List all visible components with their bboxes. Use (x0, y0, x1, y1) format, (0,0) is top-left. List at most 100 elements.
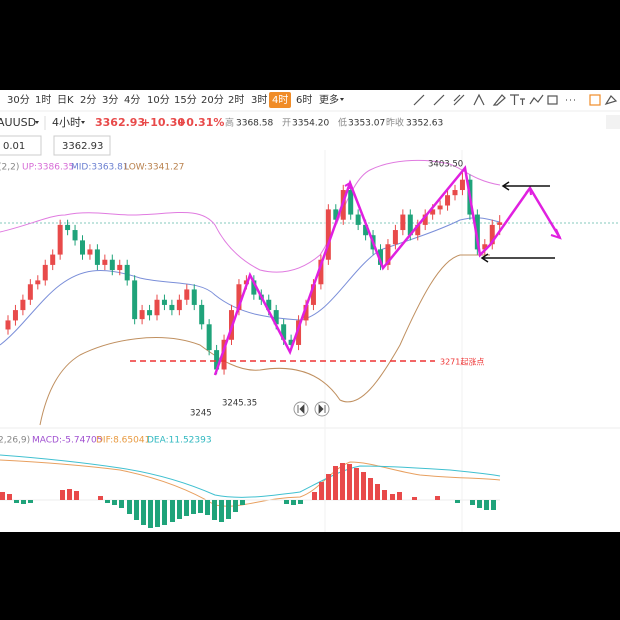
candle-body (176, 299, 182, 311)
period-button[interactable]: 4分 (124, 94, 140, 106)
period-button[interactable]: 20分 (201, 94, 224, 106)
period-select[interactable]: 4小时 (52, 116, 81, 129)
period-button[interactable]: 30分 (7, 94, 30, 106)
candle-body (489, 224, 495, 245)
period-button[interactable]: 1时 (35, 94, 51, 106)
candle-body (109, 259, 115, 271)
high-annotation: 3403.50 (428, 160, 463, 170)
candle-body (474, 214, 480, 250)
step-input[interactable] (0, 135, 42, 156)
change: +10.30 (141, 116, 185, 129)
tool-icon[interactable] (413, 94, 425, 106)
candle-body (117, 264, 123, 271)
boll-upper (0, 159, 501, 273)
tool-icon[interactable] (529, 94, 544, 105)
period-button[interactable]: 2分 (80, 94, 96, 106)
tool-icon[interactable] (492, 94, 506, 106)
tool-icon[interactable] (547, 95, 558, 105)
candle-body (20, 299, 26, 311)
period-button[interactable]: 2时 (228, 94, 244, 106)
dea-value: DEA:11.52393 (147, 436, 212, 446)
change-pct: +0.31% (177, 116, 224, 129)
candle-body (437, 205, 443, 210)
period-button[interactable]: 3时 (251, 94, 267, 106)
candle-body (214, 350, 220, 370)
wave-drawing (214, 274, 251, 376)
candle-body (445, 195, 451, 206)
boll-mid (0, 217, 501, 346)
app-window (0, 90, 620, 532)
candle-body (415, 224, 421, 236)
replay-controls (293, 401, 330, 417)
period-button[interactable]: 3分 (102, 94, 118, 106)
boll-low: LOW:3341.27 (124, 163, 184, 173)
candle-body (139, 310, 145, 320)
high-value: 3368.58 (236, 119, 273, 129)
period-button[interactable]: 10分 (147, 94, 170, 106)
prev-icon (297, 404, 305, 414)
candle-body (333, 209, 339, 220)
candle-body (27, 284, 33, 300)
candle-body (57, 224, 63, 255)
side-tab[interactable] (606, 115, 620, 129)
open-label: 开 (282, 118, 291, 129)
dif-value: DIF:8.65041 (96, 436, 150, 446)
candle-body (161, 299, 167, 305)
tool-icon[interactable] (433, 94, 445, 106)
candle-body (273, 310, 279, 325)
candle-body (266, 299, 272, 311)
candle-body (94, 249, 100, 265)
price-input[interactable] (53, 135, 111, 156)
step-input-value[interactable]: 0.01 (3, 141, 25, 152)
active-period-bg (269, 92, 291, 108)
symbol[interactable]: AUUSD (0, 116, 36, 129)
candle-body (355, 214, 361, 225)
macd-negative-bars (14, 500, 496, 528)
dropdown-caret (35, 121, 39, 124)
candle-body (400, 214, 406, 231)
candle-body (459, 179, 465, 191)
candle-body (154, 299, 160, 316)
candle-body (378, 249, 383, 265)
macd-positive-bars (0, 463, 440, 500)
period-button[interactable]: 15分 (174, 94, 197, 106)
candle-body (12, 310, 18, 321)
prev-close-value: 3352.63 (406, 119, 443, 129)
drawing-tools (413, 93, 618, 106)
candle-body (206, 324, 212, 351)
boll-up: UP:3386.35 (22, 163, 74, 173)
candle-body (422, 214, 428, 225)
period-button[interactable]: 日K (57, 95, 74, 106)
price-input-value[interactable]: 3362.93 (62, 141, 103, 152)
candle-body (124, 264, 130, 281)
candle-body (325, 209, 331, 260)
open-value: 3354.20 (292, 119, 329, 129)
dif-line (0, 459, 501, 507)
tool-icon[interactable] (473, 93, 485, 106)
period-button[interactable]: 6时 (296, 94, 312, 106)
quote-bar: AUUSD 4小时 3362.93 +10.30 +0.31% 高 3368.5… (0, 115, 620, 130)
boll-params: (2,2) (0, 163, 19, 173)
candle-body (221, 339, 227, 370)
candle-body (65, 224, 71, 231)
support-label: 3271起涨点 (440, 357, 484, 367)
tool-icon[interactable] (589, 94, 601, 106)
low-label: 低 (338, 117, 347, 129)
tool-icon[interactable] (510, 94, 525, 105)
boll-lower (39, 254, 490, 426)
tool-icon[interactable] (604, 95, 618, 106)
dropdown-caret (340, 98, 344, 101)
candle-body (348, 190, 354, 215)
high-label: 高 (225, 117, 234, 129)
period-button-active[interactable]: 4时 (272, 94, 288, 106)
macd-value: MACD:-5.74705 (32, 436, 102, 446)
tool-icon[interactable] (453, 94, 465, 106)
more-button[interactable]: 更多 (319, 93, 339, 106)
candle-body (281, 324, 287, 340)
next-icon (318, 404, 326, 414)
wave-drawing (213, 165, 562, 376)
macd-histogram (0, 463, 496, 528)
candle-body (50, 254, 56, 265)
candle-body (5, 320, 11, 330)
